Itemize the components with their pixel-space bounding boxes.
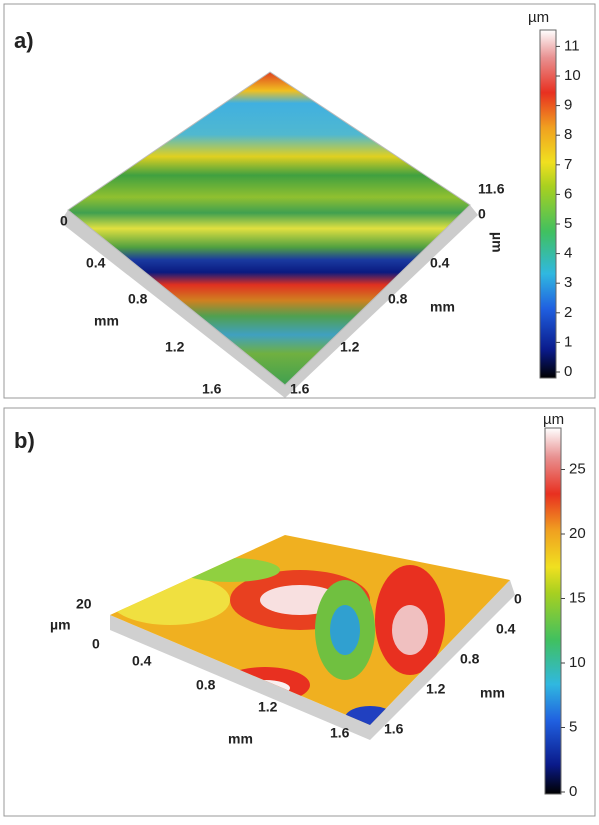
- y-tick-label: 0.4: [496, 621, 516, 637]
- x-tick-label: 1.6: [202, 381, 222, 397]
- x-tick-label: 0.4: [132, 653, 152, 669]
- x-axis-label: mm: [228, 731, 253, 747]
- z-tick-label: 20: [76, 596, 92, 612]
- colorbar-tick-label: 25: [569, 460, 586, 477]
- x-tick-label: 0.4: [86, 255, 106, 271]
- colorbar-tick-label: 6: [564, 185, 572, 202]
- colorbar-tick-label: 11: [564, 37, 580, 54]
- x-tick-label: 1.6: [330, 725, 350, 741]
- colorbar-unit: µm: [543, 411, 564, 428]
- y-tick-label: 0.8: [460, 651, 480, 667]
- y-tick-label: 1.2: [426, 681, 446, 697]
- panel-frame: [3, 407, 596, 817]
- colorbar-tick-label: 10: [569, 654, 586, 671]
- colorbar-tick-label: 3: [564, 274, 572, 291]
- surface-wall: [110, 580, 515, 740]
- surface: [68, 72, 470, 385]
- colorbar-tick-label: 5: [569, 718, 577, 735]
- z-tick-label: 0: [478, 206, 486, 222]
- y-axis-label: mm: [480, 685, 505, 701]
- panel-label: b): [14, 428, 35, 453]
- colorbar-tick-label: 15: [569, 589, 586, 606]
- x-tick-label: 0.8: [196, 677, 216, 693]
- colorbar-tick-label: 9: [564, 97, 572, 114]
- y-tick-label: 0: [514, 591, 522, 607]
- panel-label: a): [14, 28, 34, 53]
- colorbar: [544, 427, 562, 795]
- colorbar-tick-label: 1: [564, 333, 572, 350]
- colorbar-tick-label: 7: [564, 156, 572, 173]
- x-axis-label: mm: [94, 313, 119, 329]
- z-axis-label: µm: [489, 232, 505, 253]
- colorbar: [539, 29, 557, 379]
- y-tick-label: 1.2: [340, 339, 360, 355]
- colorbar-tick-label: 10: [564, 67, 581, 84]
- z-tick-label: 0: [92, 636, 100, 652]
- colorbar-tick-label: 0: [564, 363, 572, 380]
- y-tick-label: 1.6: [384, 721, 404, 737]
- colorbar-tick-label: 5: [564, 215, 572, 232]
- colorbar-tick-label: 20: [569, 525, 586, 542]
- x-tick-label: 0: [60, 213, 68, 229]
- z-tick-label: 11.6: [478, 181, 505, 197]
- colorbar-tick-label: 4: [564, 245, 572, 262]
- colorbar-tick-label: 8: [564, 126, 572, 143]
- panel-frame: [3, 3, 596, 399]
- colorbar-tick-label: 0: [569, 783, 577, 800]
- surface-edge: [67, 71, 471, 386]
- x-tick-label: 1.2: [165, 339, 185, 355]
- colorbar-tick-label: 2: [564, 304, 572, 321]
- x-tick-label: 1.2: [258, 699, 278, 715]
- y-axis-label: mm: [430, 299, 455, 315]
- colorbar-unit: µm: [528, 9, 549, 26]
- y-tick-label: 1.6: [290, 381, 310, 397]
- x-tick-label: 0.8: [128, 291, 148, 307]
- z-axis-label: µm: [50, 617, 71, 633]
- y-tick-label: 0.8: [388, 291, 408, 307]
- y-tick-label: 0.4: [430, 255, 450, 271]
